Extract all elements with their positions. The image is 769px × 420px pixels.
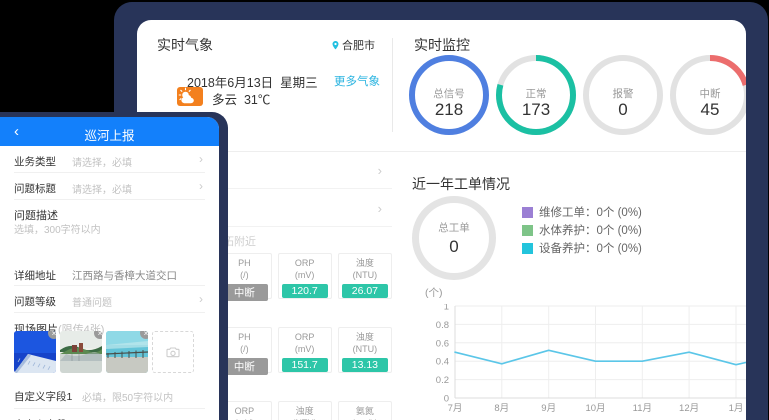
svg-text:0.8: 0.8 [436, 320, 449, 331]
svg-text:11月: 11月 [633, 403, 652, 414]
svg-text:8月: 8月 [494, 403, 509, 414]
svg-text:12月: 12月 [679, 403, 699, 414]
svg-text:1月: 1月 [729, 403, 744, 414]
svg-text:10月: 10月 [585, 403, 605, 414]
svg-text:9月: 9月 [541, 403, 556, 414]
svg-text:1: 1 [444, 304, 449, 313]
svg-text:7月: 7月 [448, 403, 463, 414]
svg-text:0.4: 0.4 [436, 357, 449, 368]
svg-text:0.2: 0.2 [436, 375, 449, 386]
svg-text:0.6: 0.6 [436, 338, 449, 349]
